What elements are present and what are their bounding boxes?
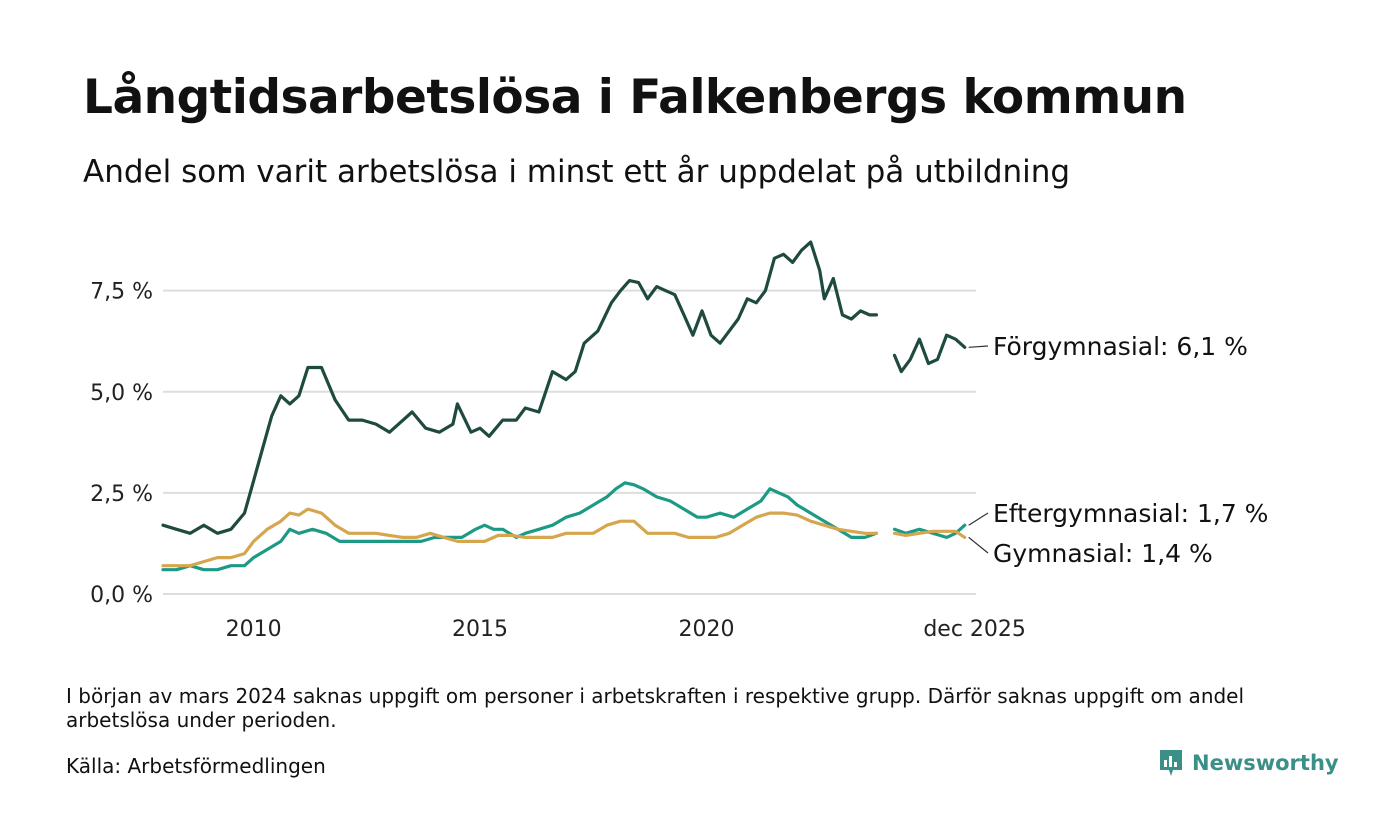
y-tick-label: 5,0 % xyxy=(90,381,153,406)
series-line-eftergymnasial xyxy=(161,481,878,572)
end-label-förgymnasial: Förgymnasial: 6,1 % xyxy=(993,332,1248,361)
series-line-gymnasial xyxy=(161,507,878,568)
footnote: I början av mars 2024 saknas uppgift om … xyxy=(66,684,1245,732)
series-line-förgymnasial xyxy=(161,240,878,535)
end-label-connector xyxy=(968,512,989,526)
y-tick-label: 7,5 % xyxy=(90,280,153,305)
end-labels: Förgymnasial: 6,1 % Eftergymnasial: 1,7 %… xyxy=(968,332,1268,568)
y-tick-label: 2,5 % xyxy=(90,482,153,507)
series-line-förgymnasial xyxy=(892,333,967,374)
x-tick-label: 2015 xyxy=(452,617,508,642)
end-label-eftergymnasial: Eftergymnasial: 1,7 % xyxy=(993,499,1268,528)
end-label-connector xyxy=(968,345,989,348)
end-label-connector xyxy=(968,536,989,554)
newsworthy-logo: Newsworthy xyxy=(1158,748,1339,778)
x-tick-label: dec 2025 xyxy=(923,617,1026,642)
x-tick-label: 2010 xyxy=(226,617,282,642)
series-line-gymnasial xyxy=(892,529,967,539)
newsworthy-logo-icon xyxy=(1160,750,1182,776)
axes: 0,0 % 2,5 % 5,0 % 7,5 % 2010 2015 2020 dec 2025 xyxy=(90,280,1026,642)
x-tick-label: 2020 xyxy=(679,617,735,642)
y-tick-label: 0,0 % xyxy=(90,583,153,608)
chart-subtitle: Andel som varit arbetslösa i minst ett å… xyxy=(83,154,1071,190)
series xyxy=(161,240,967,572)
series-line-eftergymnasial xyxy=(892,523,967,539)
chart-title: Långtidsarbetslösa i Falkenbergs kommun xyxy=(83,70,1187,125)
end-label-gymnasial: Gymnasial: 1,4 % xyxy=(993,539,1213,568)
gridlines xyxy=(163,289,976,595)
line-chart: 0,0 % 2,5 % 5,0 % 7,5 % 2010 2015 2020 dec 2025… xyxy=(90,240,1268,642)
newsworthy-logo-text: Newsworthy xyxy=(1192,751,1339,775)
source-text: Källa: Arbetsförmedlingen xyxy=(66,754,326,778)
